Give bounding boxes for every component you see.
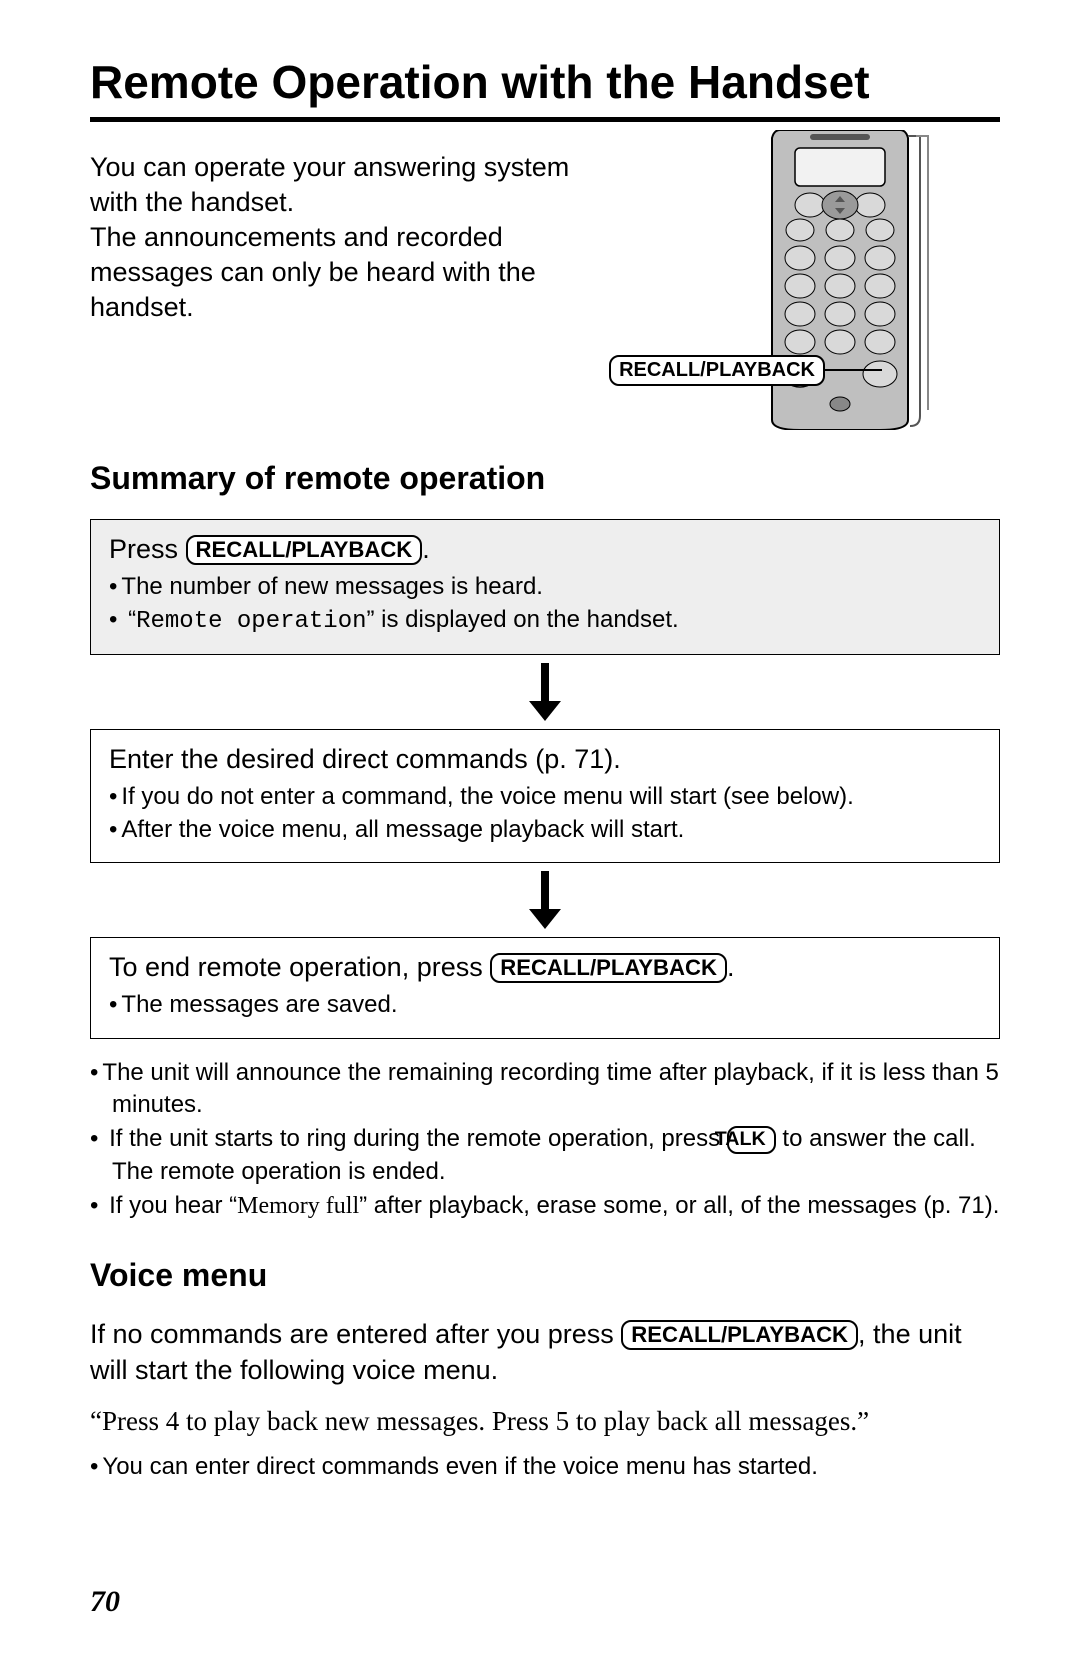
arrow-2 xyxy=(90,871,1000,931)
callout-recall-playback: RECALL/PLAYBACK xyxy=(609,355,825,386)
step1-suffix: . xyxy=(422,534,430,564)
step2-main: Enter the desired direct commands (p. 71… xyxy=(109,744,981,775)
voice-note: You can enter direct commands even if th… xyxy=(90,1451,1000,1483)
voice-menu-heading: Voice menu xyxy=(90,1257,1000,1294)
step1-bullet-2: “Remote operation” is displayed on the h… xyxy=(109,604,981,638)
voice-intro: If no commands are entered after you pre… xyxy=(90,1316,1000,1389)
step3-bullet-1: The messages are saved. xyxy=(109,989,981,1021)
intro-block: You can operate your answering system wi… xyxy=(90,150,1000,450)
note-3: If you hear “Memory full” after playback… xyxy=(90,1190,1000,1222)
step1-prefix: Press xyxy=(109,534,186,564)
step3-prefix: To end remote operation, press xyxy=(109,952,490,982)
arrow-1 xyxy=(90,663,1000,723)
step2-bullet-2: After the voice menu, all message playba… xyxy=(109,814,981,846)
title-rule xyxy=(90,117,1000,122)
intro-text: You can operate your answering system wi… xyxy=(90,150,610,325)
page-title: Remote Operation with the Handset xyxy=(90,55,1000,109)
notes-list: The unit will announce the remaining rec… xyxy=(90,1057,1000,1223)
step-box-3: To end remote operation, press RECALL/PL… xyxy=(90,937,1000,1039)
step-box-2: Enter the desired direct commands (p. 71… xyxy=(90,729,1000,863)
note-2: If the unit starts to ring during the re… xyxy=(90,1123,1000,1188)
step1-bullets: The number of new messages is heard. “Re… xyxy=(109,571,981,638)
recall-playback-keycap-2: RECALL/PLAYBACK xyxy=(490,953,727,983)
voice-note-list: You can enter direct commands even if th… xyxy=(90,1451,1000,1483)
talk-keycap: TALK xyxy=(727,1126,776,1154)
step-box-1: Press RECALL/PLAYBACK. The number of new… xyxy=(90,519,1000,655)
page-number: 70 xyxy=(90,1585,120,1619)
step3-suffix: . xyxy=(727,952,735,982)
recall-playback-keycap: RECALL/PLAYBACK xyxy=(186,535,423,565)
handset-illustration: RECALL/PLAYBACK xyxy=(640,150,930,450)
step1-bullet-1: The number of new messages is heard. xyxy=(109,571,981,603)
voice-quote: “Press 4 to play back new messages. Pres… xyxy=(90,1406,1000,1437)
step2-bullets: If you do not enter a command, the voice… xyxy=(109,781,981,846)
step2-bullet-1: If you do not enter a command, the voice… xyxy=(109,781,981,813)
step3-bullets: The messages are saved. xyxy=(109,989,981,1021)
step3-main: To end remote operation, press RECALL/PL… xyxy=(109,952,981,983)
note-1: The unit will announce the remaining rec… xyxy=(90,1057,1000,1122)
summary-heading: Summary of remote operation xyxy=(90,460,1000,497)
step1-main: Press RECALL/PLAYBACK. xyxy=(109,534,981,565)
recall-playback-keycap-3: RECALL/PLAYBACK xyxy=(621,1320,858,1350)
